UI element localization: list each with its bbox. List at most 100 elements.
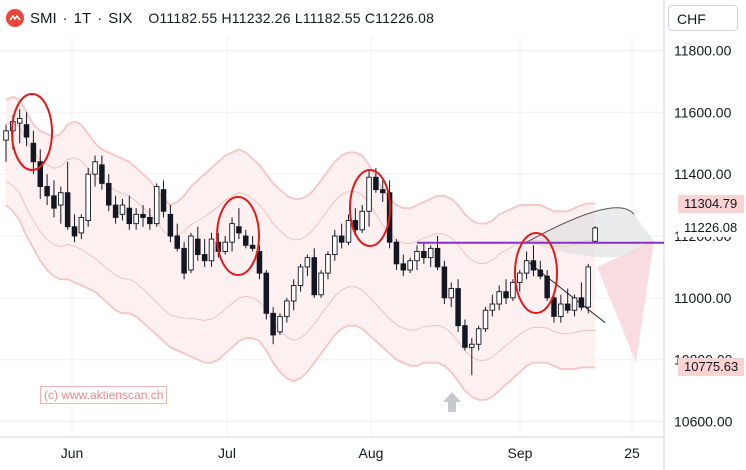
candle-body [153, 186, 160, 225]
candle-body [373, 176, 379, 191]
candle-body [263, 272, 270, 314]
candle-body [277, 315, 283, 333]
candle-body [544, 275, 550, 299]
candle-body [564, 303, 571, 311]
candle-body [37, 161, 44, 187]
projection-lower-line [526, 260, 606, 323]
candle-body [558, 303, 564, 317]
candle-body [297, 266, 304, 286]
exchange-label: SIX [108, 9, 133, 27]
close-value: C11226.08 [364, 10, 435, 26]
candle-body [99, 164, 105, 184]
y-tick-label: 11400.00 [674, 166, 732, 182]
chart-header: SMI · 1T · SIX O11182.55 H11232.26 L1118… [6, 8, 434, 28]
candle-body [174, 235, 180, 249]
candle-body [325, 254, 331, 274]
x-tick-label: Jun [61, 445, 84, 461]
candle-body [92, 161, 98, 175]
x-axis: Jun Jul Aug Sep 25 [61, 445, 640, 461]
x-tick-label: Jul [218, 445, 236, 461]
x-tick-label: Aug [359, 445, 384, 461]
candle-body [380, 189, 386, 194]
candle-body [105, 182, 112, 206]
candle-body [393, 241, 400, 265]
interval-label[interactable]: 1T [73, 9, 92, 27]
candle-body [23, 124, 30, 138]
candle-body [284, 300, 290, 317]
candle-body [311, 257, 318, 296]
candle-body [517, 272, 523, 283]
candle-body [112, 204, 119, 218]
candle-body [64, 192, 71, 228]
low-value: L11182.55 [294, 10, 361, 26]
candle-body [571, 297, 578, 311]
open-value: O11182.55 [148, 10, 218, 26]
candle-body [366, 176, 372, 212]
candle-body [462, 325, 468, 348]
candle-body [434, 247, 441, 268]
candle-body [421, 251, 427, 259]
candle-body [222, 241, 228, 252]
candle-body [270, 312, 276, 336]
projection-upper-line [526, 207, 635, 243]
candle-body [201, 254, 208, 262]
candle-body [304, 257, 311, 268]
band-line [5, 204, 596, 401]
annotation-overlays [11, 93, 664, 412]
candle-body [585, 266, 592, 308]
separator-dot: · [97, 9, 103, 27]
candle-body [160, 189, 167, 212]
candle-body [78, 216, 85, 234]
y-tick-label: 11800.00 [674, 42, 732, 58]
candle-body [133, 213, 139, 225]
candle-body [16, 118, 23, 124]
candle-body [510, 281, 516, 299]
projection-down-area [597, 240, 654, 363]
candle-body [188, 235, 194, 271]
highlight-circle [216, 196, 260, 276]
candle-body [469, 343, 475, 348]
candle-body [338, 235, 345, 243]
candle-body [147, 216, 153, 225]
y-tick-label: 11000.00 [674, 290, 732, 306]
y-tick-label: 11600.00 [674, 104, 732, 120]
candle-body [44, 186, 50, 197]
currency-select[interactable]: CHF [668, 5, 738, 31]
x-tick-label: 25 [624, 445, 640, 461]
candle-body [537, 269, 544, 277]
candle-body [3, 130, 9, 141]
candle-body [229, 223, 235, 243]
candle-body [140, 213, 146, 218]
candle-body [551, 297, 557, 317]
highlight-circle [11, 93, 53, 171]
last-price-tag: 11226.08 [678, 218, 744, 237]
candle-body [181, 247, 187, 274]
candle-body [414, 251, 420, 262]
band-fill [6, 96, 596, 400]
channel-bands [5, 95, 596, 401]
candle-body [407, 260, 413, 271]
candle-body [441, 266, 448, 299]
candle-body [482, 309, 489, 330]
lower-band-price-tag: 10775.63 [678, 358, 744, 377]
candle-body [496, 291, 502, 305]
candle-body [578, 297, 585, 308]
candle-body [489, 303, 496, 311]
band-line [5, 95, 596, 225]
candle-body [85, 173, 91, 221]
candle-body [126, 207, 133, 225]
candle-body [51, 195, 57, 209]
candle-body [455, 288, 461, 327]
arrow-up-icon [443, 392, 461, 412]
band-inner-line [5, 122, 596, 264]
high-value: H11232.26 [221, 10, 291, 26]
highlight-circle [349, 169, 391, 247]
candle-body [427, 247, 434, 259]
candle-body [448, 288, 455, 299]
band-inner-line [5, 181, 596, 361]
candle-body [208, 238, 215, 262]
candle-body [242, 235, 249, 246]
symbol-label[interactable]: SMI [30, 9, 57, 27]
watermark-text: (c) www.aktienscan.ch [40, 386, 168, 404]
